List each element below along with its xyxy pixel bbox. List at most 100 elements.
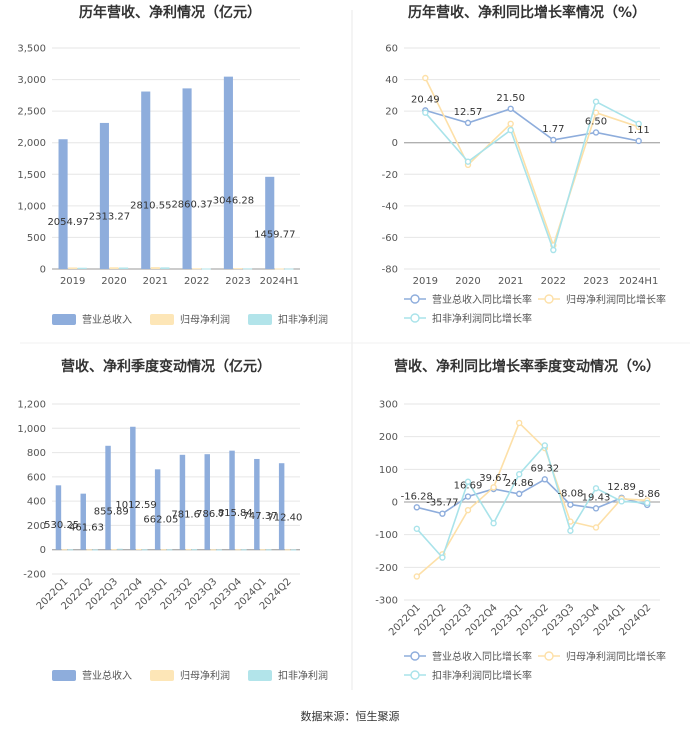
legend-marker-3-1: [544, 651, 554, 661]
bar-2-s2-9: [290, 549, 297, 551]
y-tick-2-0: -200: [23, 570, 46, 581]
y-tick-2-4: 600: [27, 472, 46, 483]
data-label-2-4: 662.05: [143, 514, 178, 525]
x-tick-1-1: 2020: [455, 276, 480, 287]
point-1-s1-0: [422, 74, 429, 82]
point-3-s2-2: [464, 478, 472, 485]
legend-label-1-0: 营业总收入同比增长率: [432, 293, 532, 306]
chart-title-1: 历年营收、净利同比增长率情况（%）: [408, 4, 646, 21]
data-label-3-7: 19.43: [582, 492, 611, 503]
y-tick-3-0: -300: [375, 596, 398, 607]
data-label-1-2: 21.50: [496, 93, 525, 104]
bar-2-s2-5: [191, 549, 198, 551]
y-tick-3-1: -200: [375, 563, 398, 574]
bar-0-s1-0: [68, 267, 78, 269]
bar-0-s1-1: [109, 267, 119, 269]
point-3-s0-4: [516, 490, 523, 498]
y-tick-0-2: 1,000: [17, 201, 46, 212]
data-label-3-9: -8.86: [634, 489, 660, 500]
point-1-s2-2: [507, 126, 514, 134]
bar-2-s1-3: [136, 548, 142, 550]
data-label-2-5: 781.6: [171, 509, 200, 520]
bar-2-s1-5: [185, 549, 192, 551]
point-3-s2-7: [592, 485, 600, 492]
data-label-0-1: 2313.27: [89, 211, 130, 222]
legend-marker-1-2: [410, 313, 420, 323]
bar-2-s1-0: [61, 549, 68, 551]
bar-0-s2-2: [160, 267, 170, 269]
y-tick-1-0: -80: [382, 265, 398, 276]
point-3-s2-6: [567, 527, 574, 534]
data-label-1-4: 6.50: [585, 116, 607, 127]
line-1-s2: [424, 100, 640, 253]
line-3-s0: [416, 478, 648, 515]
bar-0-s2-0: [77, 267, 87, 269]
bar-2-s0-1: [80, 493, 86, 550]
bar-0-s2-5: [284, 268, 294, 270]
source-note: 数据来源：恒生聚源: [301, 709, 400, 723]
y-tick-2-5: 800: [27, 448, 46, 459]
bar-0-s2-4: [243, 268, 253, 270]
bar-0-s0-3: [182, 88, 192, 270]
data-label-1-5: 1.11: [628, 125, 650, 136]
bar-2-s2-0: [67, 549, 74, 551]
chart-title-2: 营收、净利季度变动情况（亿元）: [61, 358, 271, 375]
point-3-s2-9: [644, 499, 651, 507]
bar-0-s0-5: [265, 176, 275, 269]
bar-2-s2-6: [216, 549, 222, 551]
point-3-s2-3: [490, 520, 497, 527]
legend-label-0-2: 扣非净利润: [278, 313, 328, 326]
y-tick-3-5: 200: [379, 432, 398, 443]
legend-label-0-0: 营业总收入: [82, 313, 132, 326]
x-tick-0-1: 2020: [101, 276, 126, 287]
x-tick-1-2: 2021: [498, 276, 523, 287]
bar-0-s0-2: [141, 91, 151, 269]
bar-2-s1-1: [86, 549, 92, 551]
point-3-s0-2: [464, 493, 472, 500]
bar-2-s0-9: [278, 463, 285, 550]
legend-marker-1-1: [544, 294, 554, 304]
bar-2-s0-8: [254, 458, 260, 550]
line-1-s0: [425, 107, 639, 142]
legend-label-2-0: 营业总收入: [82, 669, 132, 682]
x-tick-0-2: 2021: [143, 276, 168, 287]
bar-2-s1-8: [260, 549, 266, 551]
y-tick-0-7: 3,500: [17, 44, 46, 55]
point-1-s0-3: [550, 136, 557, 144]
y-tick-3-3: 0: [392, 498, 398, 509]
point-3-s1-2: [464, 506, 472, 514]
data-label-2-7: 815.84: [218, 508, 253, 519]
y-tick-1-1: -60: [382, 233, 398, 244]
bar-2-s2-1: [92, 549, 98, 551]
data-label-3-0: -16.28: [401, 491, 433, 502]
y-tick-3-2: -100: [375, 530, 398, 541]
data-label-3-3: 39.67: [479, 473, 508, 484]
data-label-0-4: 3046.28: [213, 196, 254, 207]
data-label-0-3: 2860.37: [171, 200, 212, 211]
bar-2-s1-2: [111, 549, 117, 551]
line-3-s2: [416, 443, 648, 560]
point-3-s1-4: [516, 419, 523, 427]
point-3-s2-5: [541, 442, 548, 449]
data-label-2-0: 530.25: [44, 520, 79, 531]
x-tick-0-0: 2019: [60, 276, 85, 287]
point-1-s2-4: [592, 98, 600, 105]
y-tick-2-2: 200: [27, 521, 46, 532]
y-tick-3-4: 100: [379, 465, 398, 476]
y-tick-2-7: 1,200: [17, 400, 46, 411]
data-label-0-5: 1459.77: [254, 230, 295, 241]
point-1-s0-4: [592, 129, 600, 136]
bar-0-s1-2: [150, 267, 160, 269]
data-label-2-3: 1012.59: [115, 500, 156, 511]
y-tick-2-3: 400: [27, 497, 46, 508]
y-tick-2-6: 1,000: [17, 424, 46, 435]
y-tick-1-2: -40: [382, 201, 398, 212]
y-tick-1-6: 40: [385, 75, 398, 86]
bar-2-s2-8: [266, 549, 272, 551]
data-label-2-6: 786.7: [196, 509, 225, 520]
y-tick-1-7: 60: [385, 44, 398, 55]
data-label-1-0: 20.49: [411, 94, 440, 105]
y-tick-1-5: 20: [385, 107, 398, 118]
